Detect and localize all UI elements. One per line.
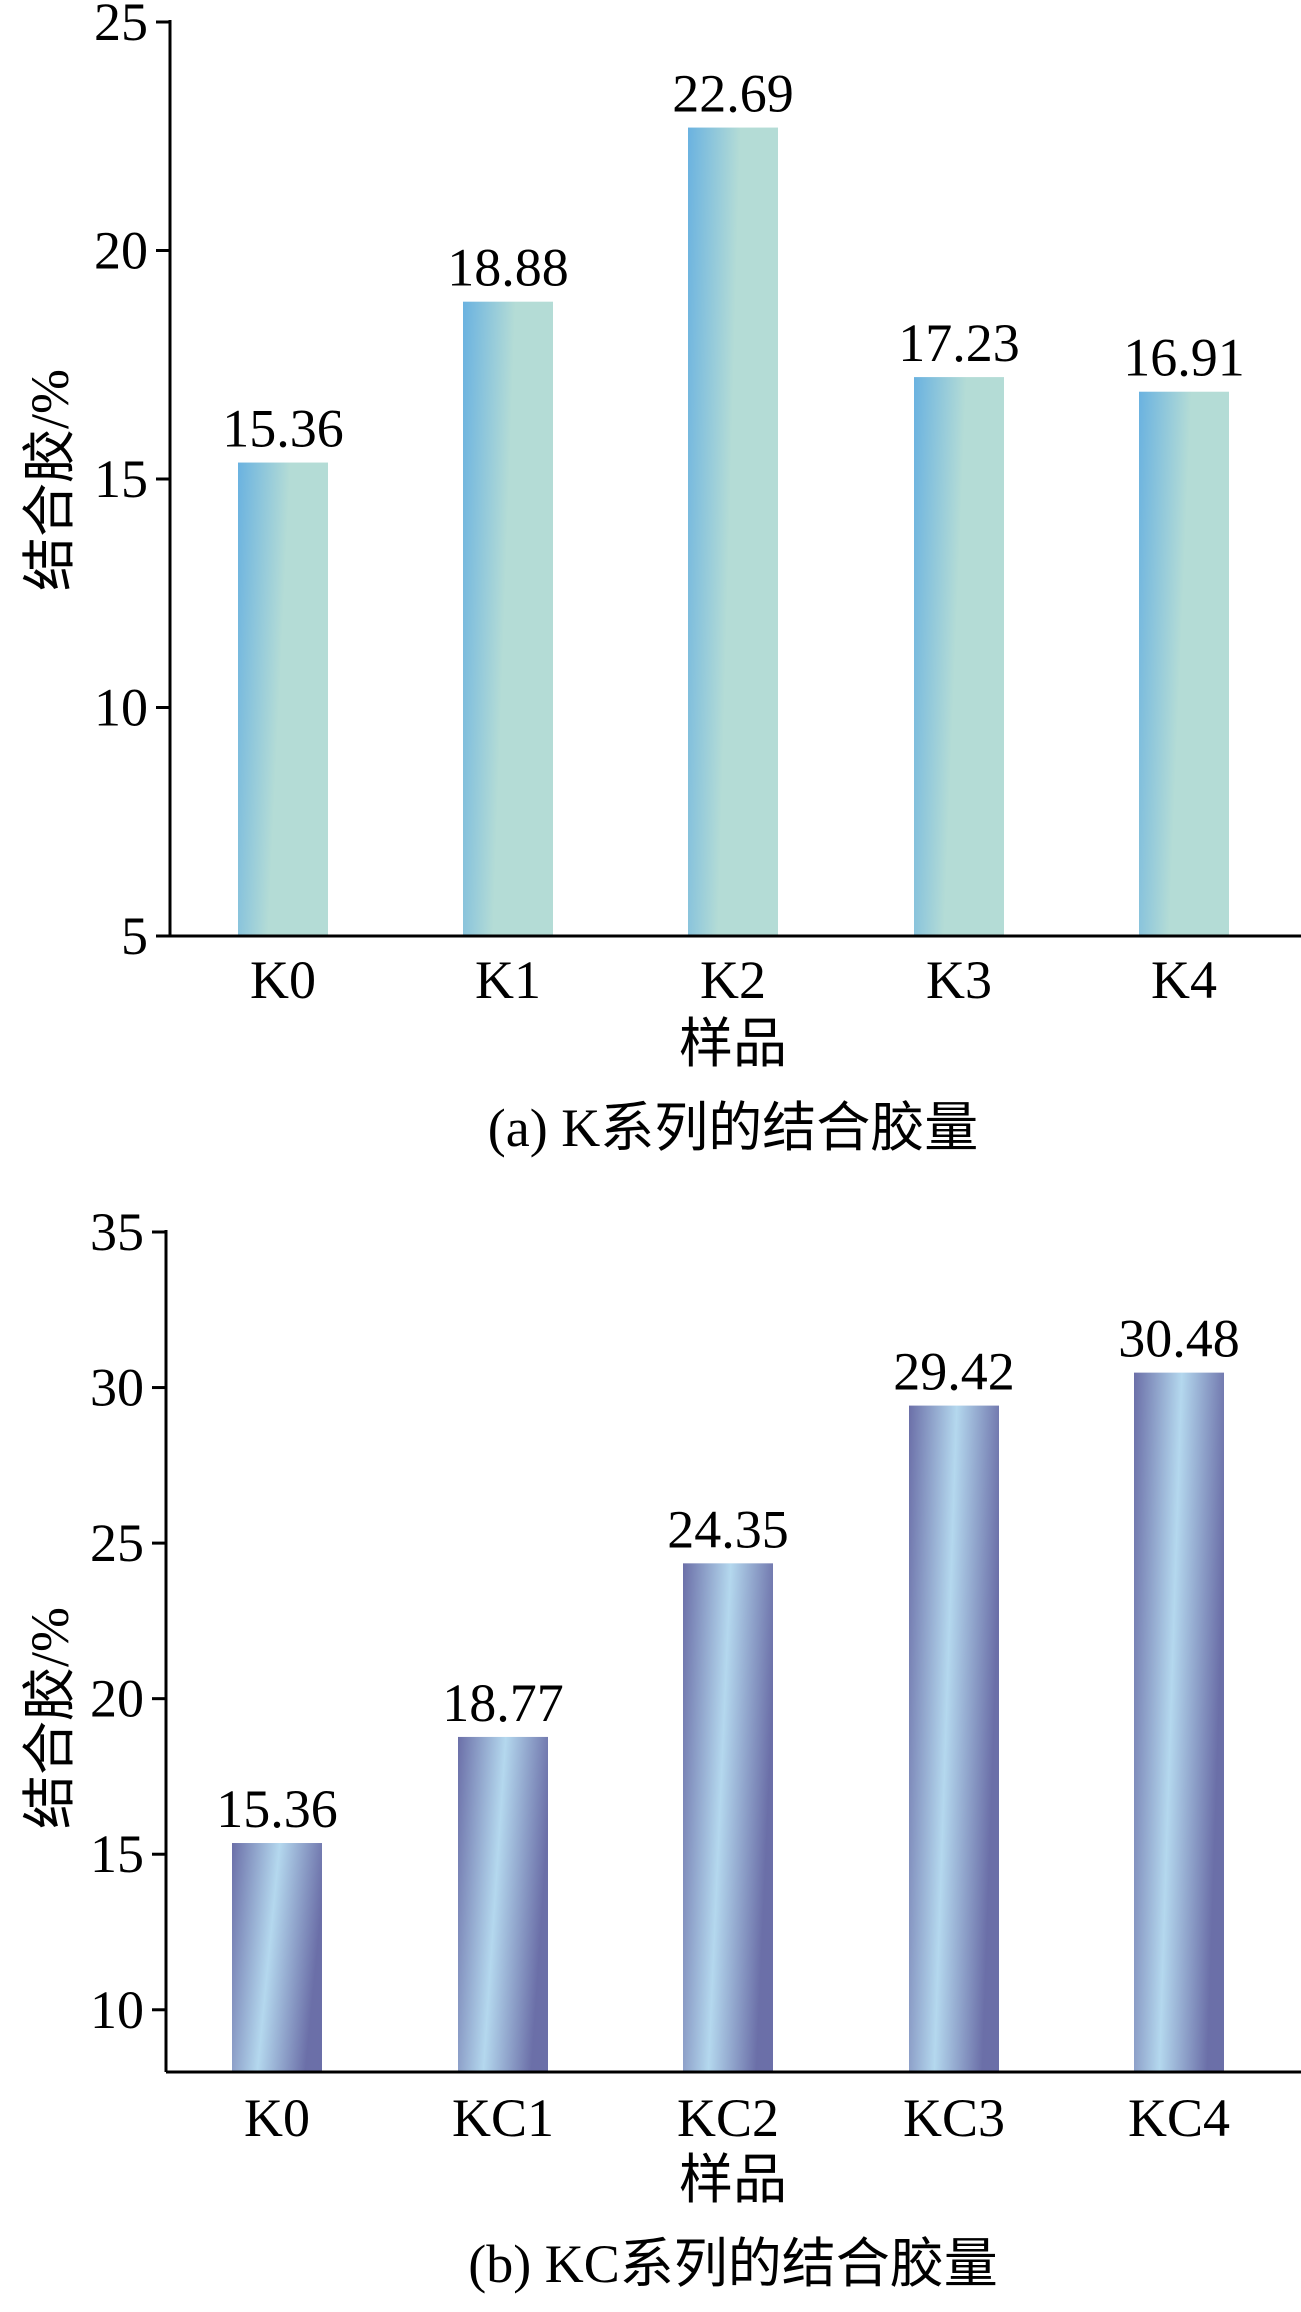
chart-panel-a: 15.36 18.88 22.69 17.23 16.91 5 10 15 20 25 K0 K1 K2… xyxy=(20,0,1301,1158)
x-tick-label-kc3: KC3 xyxy=(903,2088,1005,2148)
y-tick-label: 15 xyxy=(94,449,148,509)
data-label-k4: 16.91 xyxy=(1123,328,1245,388)
y-axis-title: 结合胶/% xyxy=(20,369,80,591)
data-label-k2: 22.69 xyxy=(672,64,794,124)
x-tick-label-k0: K0 xyxy=(244,2088,310,2148)
y-tick-label: 20 xyxy=(90,1669,144,1729)
chart-panel-b: 15.36 18.77 24.35 29.42 30.48 10 15 20 25 30 35 K0 K… xyxy=(20,1202,1301,2294)
data-label-k0: 15.36 xyxy=(222,399,344,459)
y-tick-label: 15 xyxy=(90,1824,144,1884)
y-tick-label: 20 xyxy=(94,221,148,281)
y-axis-title: 结合胶/% xyxy=(20,1607,80,1829)
data-label-k0: 15.36 xyxy=(216,1779,338,1839)
y-tick-label: 10 xyxy=(90,1980,144,2040)
panel-caption: (b) KC系列的结合胶量 xyxy=(468,2234,997,2294)
bar-k1 xyxy=(463,301,553,937)
bar-kc2 xyxy=(683,1563,773,2072)
bar-k4 xyxy=(1139,391,1229,936)
data-label-kc3: 29.42 xyxy=(893,1342,1015,1402)
data-label-kc4: 30.48 xyxy=(1118,1309,1240,1369)
data-label-k1: 18.88 xyxy=(447,238,569,298)
y-tick-label: 35 xyxy=(90,1202,144,1262)
panel-caption: (a) K系列的结合胶量 xyxy=(488,1098,978,1158)
y-tick-label: 25 xyxy=(90,1513,144,1573)
x-tick-label-k2: K2 xyxy=(700,950,766,1010)
bar-k2 xyxy=(688,127,778,936)
data-label-k3: 17.23 xyxy=(898,313,1020,373)
y-tick-label: 10 xyxy=(94,678,148,738)
bar-kc1 xyxy=(458,1736,548,2072)
x-tick-label-kc2: KC2 xyxy=(677,2088,779,2148)
x-tick-label-k1: K1 xyxy=(475,950,541,1010)
x-tick-label-kc1: KC1 xyxy=(452,2088,554,2148)
x-axis-title: 样品 xyxy=(679,1014,787,1074)
x-tick-label-k0: K0 xyxy=(250,950,316,1010)
x-tick-label-kc4: KC4 xyxy=(1128,2088,1230,2148)
x-axis-title: 样品 xyxy=(679,2150,787,2210)
x-tick-label-k4: K4 xyxy=(1151,950,1217,1010)
bar-k0 xyxy=(238,462,328,936)
y-tick-label: 5 xyxy=(121,906,148,966)
data-label-kc1: 18.77 xyxy=(442,1673,564,1733)
x-tick-label-k3: K3 xyxy=(926,950,992,1010)
bar-kc3 xyxy=(909,1405,999,2072)
bar-kc4 xyxy=(1134,1372,1224,2072)
bar-k0 xyxy=(232,1843,322,2072)
data-label-kc2: 24.35 xyxy=(667,1499,789,1559)
y-tick-label: 30 xyxy=(90,1358,144,1418)
y-tick-label: 25 xyxy=(94,0,148,52)
bar-k3 xyxy=(914,377,1004,936)
